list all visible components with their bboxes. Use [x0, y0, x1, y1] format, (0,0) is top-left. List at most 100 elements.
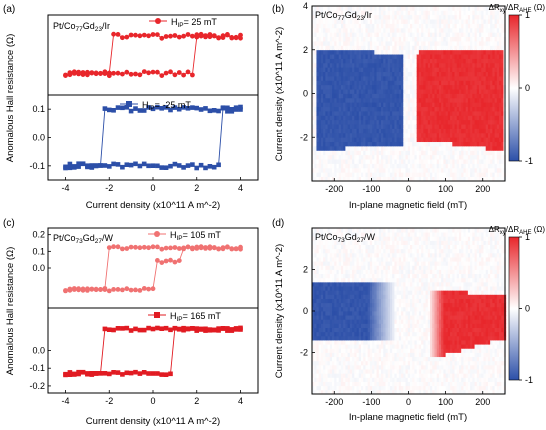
panel-b-heatmap-cell [465, 41, 469, 46]
panel-b-heatmap-cell [318, 146, 322, 151]
panel-b-heatmap-cell [403, 36, 406, 42]
panel-d-heatmap-cell [312, 352, 315, 358]
panel-b-heatmap-cell [352, 67, 355, 73]
panel-d-heatmap-cell [354, 298, 357, 304]
panel-b-heatmap-cell [496, 115, 500, 121]
panel-d-heatmap-cell [332, 356, 335, 362]
panel-b-heatmap-cell [436, 159, 440, 164]
panel-d-heatmap-cell [316, 236, 320, 241]
panel-b-heatmap-cell [378, 84, 382, 90]
panel-b-heatmap-cell [323, 67, 326, 73]
panel-b-heatmap-cell [447, 32, 451, 38]
panel-b-heatmap-cell [447, 89, 451, 94]
panel-b-heatmap-cell [387, 45, 391, 51]
panel-d-heatmap-cell [318, 248, 322, 254]
panel-b-heatmap-cell [494, 163, 498, 169]
panel-d-heatmap-cell [345, 356, 349, 362]
panel-c-point-1-17 [137, 371, 143, 376]
panel-b-heatmap-cell [501, 163, 504, 169]
panel-b-heatmap-cell [398, 102, 402, 108]
panel-b-heatmap-cell [396, 49, 400, 55]
panel-b-heatmap-cell [329, 6, 333, 11]
panel-b-heatmap-cell [407, 41, 411, 46]
panel-d-heatmap-cell [352, 344, 355, 349]
panel-d-heatmap-cell [314, 257, 317, 262]
panel-b-heatmap-cell [465, 111, 469, 116]
panel-b-heatmap-cell [452, 58, 455, 64]
panel-d-heatmap-cell [312, 373, 315, 378]
panel-a-point-0-43 [229, 35, 235, 41]
panel-d-heatmap-cell [312, 290, 315, 295]
panel-d-heatmap-cell [365, 269, 369, 275]
panel-b-heatmap-cell [378, 45, 382, 51]
panel-b-heatmap-cell [349, 62, 353, 68]
panel-b-heatmap-cell [474, 154, 478, 160]
panel-d-heatmap-cell [347, 277, 351, 283]
panel-b-heatmap-cell [314, 14, 317, 20]
panel-b-heatmap-cell [479, 172, 482, 178]
panel-b-heatmap-cell [369, 80, 373, 86]
panel-b-heatmap-cell [363, 128, 366, 134]
panel-b-heatmap-cell [332, 97, 335, 103]
panel-b-heatmap-cell [394, 58, 398, 64]
panel-d-heatmap-cell [327, 360, 331, 366]
panel-b-heatmap-cell [376, 150, 380, 156]
panel-b-heatmap-cell [409, 132, 413, 138]
panel-d-heatmap-cell [314, 315, 317, 320]
panel-b-heatmap-cell [499, 89, 502, 94]
panel-b-heatmap-cell [416, 141, 420, 147]
panel-b-heatmap-cell [358, 76, 362, 81]
panel-b-heatmap-cell [416, 128, 420, 134]
panel-d-heatmap-cell [338, 286, 342, 291]
panel-c-point-0-78 [76, 286, 81, 292]
panel-b-heatmap-cell [367, 84, 371, 90]
panel-b-heatmap-cell [327, 6, 331, 11]
panel-d-heatmap-cell [332, 352, 335, 358]
panel-b-heatmap-cell [403, 49, 406, 55]
panel-b-heatmap-cell [479, 132, 482, 138]
panel-b-heatmap-cell [499, 93, 502, 99]
panel-b-heatmap-cell [487, 167, 491, 173]
panel-d-heatmap-cell [349, 306, 353, 312]
panel-d-heatmap-cell [367, 290, 371, 295]
panel-b-heatmap-cell [349, 49, 353, 55]
panel-d-heatmap-cell [336, 265, 340, 270]
panel-b-heatmap-cell [423, 150, 426, 156]
panel-b-heatmap-cell [494, 115, 498, 121]
panel-d-heatmap-cell [312, 340, 315, 345]
panel-d-heatmap-cell [354, 385, 357, 391]
panel-d-heatmap-cell [352, 306, 355, 312]
panel-b-heatmap-cell [472, 150, 475, 156]
panel-b-heatmap-cell [374, 36, 377, 42]
panel-b-heatmap-cell [327, 14, 331, 20]
panel-b-heatmap-cell [490, 102, 493, 108]
panel-d-heatmap-cell [325, 385, 328, 391]
panel-b-heatmap-cell [430, 163, 433, 169]
panel-b-heatmap-cell [358, 159, 362, 164]
panel-a-point-1-1 [67, 165, 73, 171]
panel-b-heatmap-cell [327, 97, 331, 103]
panel-b-heatmap-cell [354, 80, 357, 86]
panel-b-heatmap-cell [405, 115, 409, 121]
panel-b-heatmap-cell [374, 150, 377, 156]
panel-b-heatmap-cell [358, 89, 362, 94]
panel-c-point-0-58 [163, 245, 169, 251]
panel-d-heatmap-cell [354, 344, 357, 349]
panel-c-y-tick-label: 0.0 [32, 263, 45, 273]
panel-b-heatmap-cell [332, 54, 335, 59]
panel-b-heatmap-cell [463, 128, 467, 134]
panel-b-heatmap-cell [392, 176, 395, 182]
panel-b-heatmap-cell [396, 19, 400, 24]
panel-d-heatmap-cell [358, 286, 362, 291]
panel-b-heatmap-cell [329, 119, 333, 125]
panel-b-heatmap-cell [320, 14, 324, 20]
panel-d-heatmap-cell [352, 348, 355, 353]
panel-d-heatmap-cell [345, 377, 349, 382]
panel-a-point-0-55 [176, 34, 182, 40]
panel-b-heatmap-cell [441, 23, 444, 29]
panel-d-heatmap-cell [318, 348, 322, 353]
panel-b-heatmap-cell [392, 167, 395, 173]
panel-b-heatmap-cell [356, 80, 360, 86]
panel-d-heatmap-cell [325, 244, 328, 250]
panel-b-heatmap-cell [327, 23, 331, 29]
